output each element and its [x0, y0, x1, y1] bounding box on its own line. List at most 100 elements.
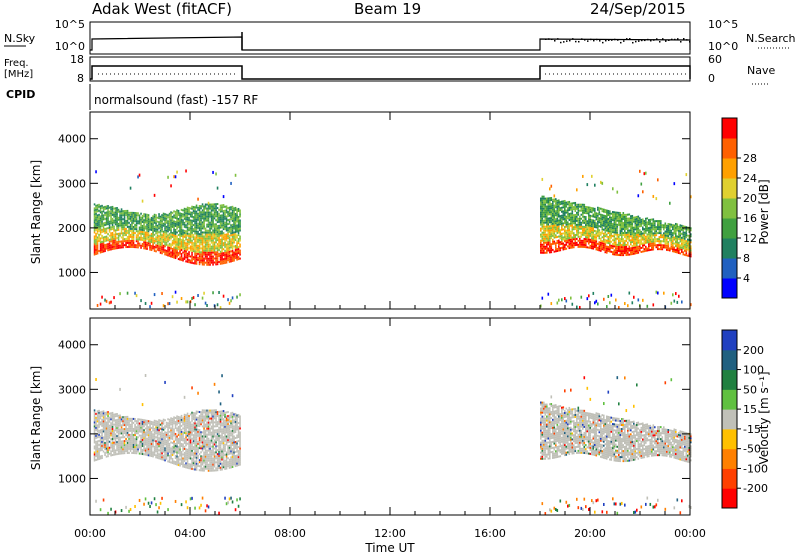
- data-cell: [171, 225, 174, 228]
- data-cell: [550, 237, 553, 240]
- data-cell: [156, 248, 159, 251]
- data-cell: [173, 242, 175, 245]
- data-cell: [141, 420, 144, 423]
- data-cell: [153, 419, 156, 422]
- data-cell: [561, 208, 563, 211]
- data-cell: [104, 238, 106, 241]
- data-cell: [636, 223, 638, 227]
- data-cell: [168, 232, 171, 235]
- data-cell: [604, 209, 607, 212]
- data-cell: [156, 454, 159, 457]
- data-cell: [186, 226, 189, 229]
- data-cell: [96, 450, 99, 453]
- data-cell: [149, 224, 151, 227]
- data-cell: [125, 219, 127, 222]
- data-cell: [640, 240, 643, 243]
- data-cell: [209, 243, 211, 246]
- data-cell: [672, 238, 674, 241]
- data-cell: [183, 215, 186, 218]
- data-cell: [636, 221, 638, 224]
- data-cell: [96, 240, 99, 243]
- data-cell: [126, 231, 129, 234]
- data-cell: [588, 218, 590, 221]
- data-cell: [150, 438, 153, 441]
- data-cell: [144, 437, 147, 440]
- data-cell: [102, 412, 105, 415]
- data-cell: [209, 259, 211, 262]
- data-cell: [170, 219, 172, 222]
- data-cell: [95, 420, 97, 423]
- data-cell: [604, 243, 607, 246]
- data-cell: [627, 235, 629, 238]
- data-cell: [114, 415, 117, 418]
- data-cell: [119, 440, 121, 443]
- data-cell: [161, 236, 163, 239]
- data-cell: [634, 246, 637, 249]
- data-cell: [598, 237, 601, 240]
- data-cell: [236, 208, 238, 211]
- data-cell: [206, 263, 208, 266]
- data-cell: [129, 427, 132, 430]
- data-cell: [174, 230, 177, 233]
- data-cell: [105, 423, 108, 426]
- data-cell: [568, 229, 571, 232]
- data-cell: [111, 429, 114, 432]
- data-cell: [231, 235, 234, 238]
- data-cell: [583, 209, 586, 212]
- data-cell: [219, 252, 222, 255]
- data-cell: [108, 436, 111, 439]
- data-cell: [140, 216, 142, 219]
- data-cell: [173, 460, 175, 463]
- data-cell: [203, 211, 205, 214]
- data-cell: [585, 218, 587, 221]
- data-cell: [110, 228, 112, 231]
- data-cell: [153, 237, 156, 240]
- data-cell: [682, 231, 685, 234]
- data-cell: [141, 438, 144, 441]
- data-cell: [209, 257, 211, 260]
- data-cell: [164, 441, 166, 444]
- data-cell: [93, 251, 96, 254]
- data-cell: [192, 236, 195, 239]
- data-cell: [672, 226, 674, 229]
- data-cell: [198, 205, 201, 208]
- data-cell: [645, 217, 647, 220]
- data-cell: [637, 251, 640, 254]
- data-cell: [670, 239, 673, 242]
- data-cell: [559, 219, 562, 222]
- data-cell: [216, 261, 219, 264]
- data-cell: [186, 216, 189, 219]
- data-cell: [642, 238, 644, 241]
- data-cell: [616, 229, 619, 232]
- data-cell: [216, 203, 219, 206]
- data-cell: [625, 219, 628, 222]
- data-cell: [540, 241, 542, 244]
- data-cell: [601, 236, 604, 239]
- data-cell: [222, 210, 225, 213]
- data-cell: [230, 299, 232, 303]
- data-cell: [194, 222, 196, 225]
- data-cell: [167, 238, 169, 241]
- data-cell: [129, 233, 132, 236]
- data-cell: [552, 216, 554, 219]
- data-cell: [675, 224, 677, 227]
- data-cell: [137, 234, 139, 237]
- data-cell: [137, 232, 139, 235]
- data-cell: [239, 237, 241, 240]
- data-cell: [143, 435, 145, 438]
- data-cell: [183, 251, 186, 254]
- data-cell: [140, 426, 142, 429]
- data-cell: [111, 223, 114, 226]
- data-cell: [233, 257, 235, 260]
- data-cell: [159, 443, 162, 446]
- data-cell: [564, 248, 566, 251]
- data-cell: [234, 230, 237, 233]
- data-cell: [119, 436, 121, 439]
- data-cell: [180, 257, 183, 260]
- data-cell: [137, 428, 139, 431]
- data-cell: [93, 219, 96, 222]
- data-cell: [553, 206, 556, 209]
- data-cell: [588, 242, 590, 245]
- data-cell: [558, 215, 560, 218]
- data-cell: [138, 498, 141, 502]
